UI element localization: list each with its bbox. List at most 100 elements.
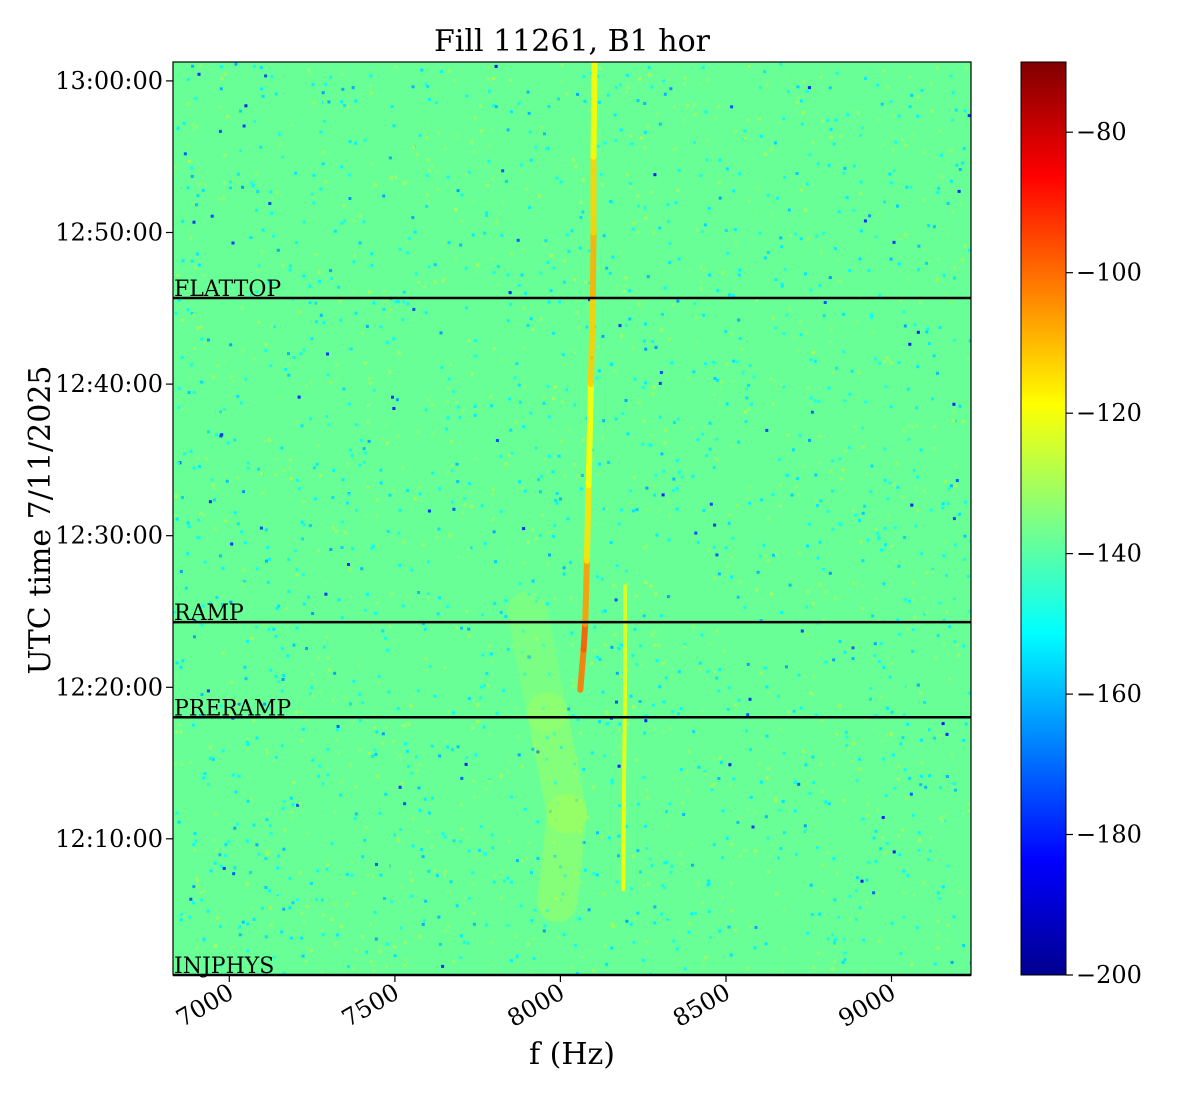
- speckle-cell: [869, 687, 873, 691]
- speckle-cell: [730, 556, 734, 560]
- speckle-cell: [794, 852, 798, 856]
- speckle-cell: [478, 408, 482, 412]
- speckle-cell: [289, 477, 293, 480]
- speckle-cell: [233, 438, 237, 442]
- speckle-cell: [427, 509, 431, 513]
- speckle-cell: [704, 956, 708, 960]
- speckle-cell: [679, 852, 683, 856]
- speckle-cell: [413, 497, 417, 501]
- speckle-cell: [261, 491, 265, 495]
- speckle-cell: [199, 511, 202, 515]
- speckle-cell: [204, 342, 208, 345]
- speckle-cell: [709, 935, 712, 939]
- speckle-cell: [369, 162, 373, 166]
- speckle-cell: [267, 280, 271, 284]
- speckle-cell: [610, 946, 614, 950]
- speckle-cell: [562, 259, 566, 263]
- speckle-cell: [866, 538, 870, 542]
- speckle-cell: [860, 426, 864, 430]
- speckle-cell: [766, 836, 770, 840]
- speckle-cell: [724, 330, 728, 334]
- speckle-cell: [954, 108, 958, 112]
- speckle-cell: [390, 105, 394, 109]
- speckle-cell: [908, 105, 912, 109]
- speckle-cell: [919, 448, 923, 452]
- speckle-cell: [762, 543, 766, 547]
- speckle-cell: [950, 753, 954, 756]
- speckle-cell: [801, 464, 805, 468]
- speckle-cell: [237, 774, 241, 778]
- speckle-cell: [390, 786, 394, 790]
- speckle-cell: [351, 966, 355, 970]
- speckle-cell: [946, 502, 950, 505]
- speckle-cell: [910, 503, 914, 507]
- speckle-cell: [901, 138, 905, 142]
- speckle-cell: [966, 802, 970, 805]
- speckle-cell: [635, 594, 639, 598]
- speckle-cell: [338, 299, 342, 303]
- speckle-cell: [506, 770, 510, 774]
- speckle-cell: [664, 676, 668, 680]
- speckle-cell: [396, 837, 400, 841]
- speckle-cell: [402, 300, 406, 304]
- speckle-cell: [390, 900, 394, 904]
- speckle-cell: [181, 659, 185, 663]
- speckle-cell: [855, 917, 858, 921]
- speckle-cell: [717, 689, 721, 693]
- speckle-cell: [495, 439, 499, 442]
- speckle-cell: [851, 646, 855, 650]
- speckle-cell: [464, 762, 468, 766]
- speckle-cell: [614, 85, 618, 89]
- speckle-cell: [303, 681, 307, 685]
- speckle-cell: [842, 312, 846, 316]
- speckle-cell: [224, 519, 227, 523]
- speckle-cell: [443, 835, 447, 839]
- speckle-cell: [876, 83, 880, 87]
- speckle-cell: [421, 922, 425, 926]
- speckle-cell: [659, 371, 663, 374]
- speckle-cell: [173, 165, 177, 169]
- speckle-cell: [341, 87, 345, 91]
- speckle-cell: [682, 117, 686, 121]
- speckle-cell: [760, 498, 764, 502]
- speckle-cell: [250, 637, 254, 641]
- speckle-cell: [952, 410, 956, 414]
- speckle-cell: [698, 667, 702, 671]
- speckle-cell: [350, 860, 354, 864]
- speckle-cell: [363, 361, 367, 365]
- speckle-cell: [453, 78, 457, 82]
- speckle-cell: [666, 918, 670, 922]
- speckle-cell: [915, 486, 918, 490]
- speckle-cell: [908, 75, 912, 79]
- speckle-cell: [660, 328, 663, 332]
- speckle-cell: [471, 871, 475, 875]
- speckle-cell: [230, 680, 234, 684]
- speckle-cell: [790, 493, 794, 497]
- speckle-cell: [546, 385, 550, 389]
- speckle-cell: [208, 283, 212, 287]
- speckle-cell: [700, 633, 704, 637]
- speckle-cell: [202, 776, 205, 780]
- speckle-cell: [832, 142, 836, 146]
- speckle-cell: [933, 425, 937, 429]
- speckle-cell: [629, 887, 633, 891]
- speckle-cell: [818, 434, 822, 438]
- speckle-cell: [360, 332, 364, 335]
- speckle-cell: [658, 226, 662, 230]
- speckle-cell: [640, 608, 644, 612]
- speckle-cell: [375, 601, 379, 605]
- speckle-cell: [456, 189, 460, 193]
- speckle-cell: [941, 885, 945, 889]
- speckle-cell: [370, 91, 373, 95]
- colorbar: −80−100−120−140−160−180−200: [1020, 61, 1142, 989]
- speckle-cell: [624, 276, 628, 280]
- speckle-cell: [808, 791, 812, 795]
- speckle-cell: [758, 762, 762, 765]
- speckle-cell: [492, 346, 496, 350]
- speckle-cell: [884, 794, 888, 797]
- speckle-cell: [236, 476, 240, 480]
- speckle-cell: [435, 874, 439, 877]
- speckle-cell: [226, 114, 230, 118]
- speckle-cell: [253, 119, 257, 123]
- speckle-cell: [897, 361, 901, 364]
